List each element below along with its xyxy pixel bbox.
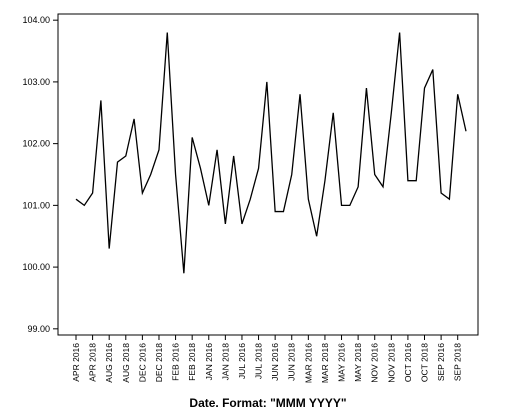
x-tick-label: DEC 2016 — [137, 343, 147, 382]
x-tick-label: FEB 2018 — [187, 343, 197, 381]
x-tick-label: APR 2016 — [71, 343, 81, 382]
x-tick-label: MAY 2018 — [353, 343, 363, 382]
series-line — [75, 32, 467, 274]
y-tick-label: 100.00 — [22, 262, 50, 272]
x-axis-label: Date. Format: "MMM YYYY" — [189, 396, 346, 410]
x-tick-label: AUG 2018 — [121, 343, 131, 383]
x-tick-label: AUG 2016 — [104, 343, 114, 383]
x-tick-label: NOV 2016 — [370, 343, 380, 383]
x-tick-label: APR 2018 — [88, 343, 98, 382]
x-tick-label: FEB 2016 — [171, 343, 181, 381]
x-tick-label: SEP 2016 — [436, 343, 446, 381]
x-tick-label: OCT 2016 — [403, 343, 413, 382]
plot-area-frame — [57, 13, 479, 336]
x-tick-label: MAR 2016 — [303, 343, 313, 383]
x-tick-label: NOV 2018 — [386, 343, 396, 383]
y-tick-label: 103.00 — [22, 77, 50, 87]
x-tick-label: JUL 2018 — [254, 343, 264, 379]
y-tick-label: 104.00 — [22, 15, 50, 25]
x-tick-label: SEP 2018 — [453, 343, 463, 381]
x-tick-label: DEC 2018 — [154, 343, 164, 382]
y-axis: 99.00 100.00 101.00 102.00 103.00 104.00 — [22, 15, 58, 334]
x-tick-label: JUN 2016 — [270, 343, 280, 381]
x-tick-label: OCT 2018 — [420, 343, 430, 382]
y-tick-label: 101.00 — [22, 200, 50, 210]
y-tick-label: 99.00 — [27, 324, 50, 334]
x-tick-label: JAN 2016 — [204, 343, 214, 381]
x-tick-label: MAR 2018 — [320, 343, 330, 383]
x-tick-label: JAN 2018 — [220, 343, 230, 381]
x-tick-label: JUN 2018 — [287, 343, 297, 381]
x-tick-label: MAY 2016 — [337, 343, 347, 382]
x-axis: APR 2016 APR 2018 AUG 2016 AUG 2018 DEC 2016… — [71, 335, 463, 383]
x-tick-label: JUL 2016 — [237, 343, 247, 379]
y-tick-label: 102.00 — [22, 139, 50, 149]
